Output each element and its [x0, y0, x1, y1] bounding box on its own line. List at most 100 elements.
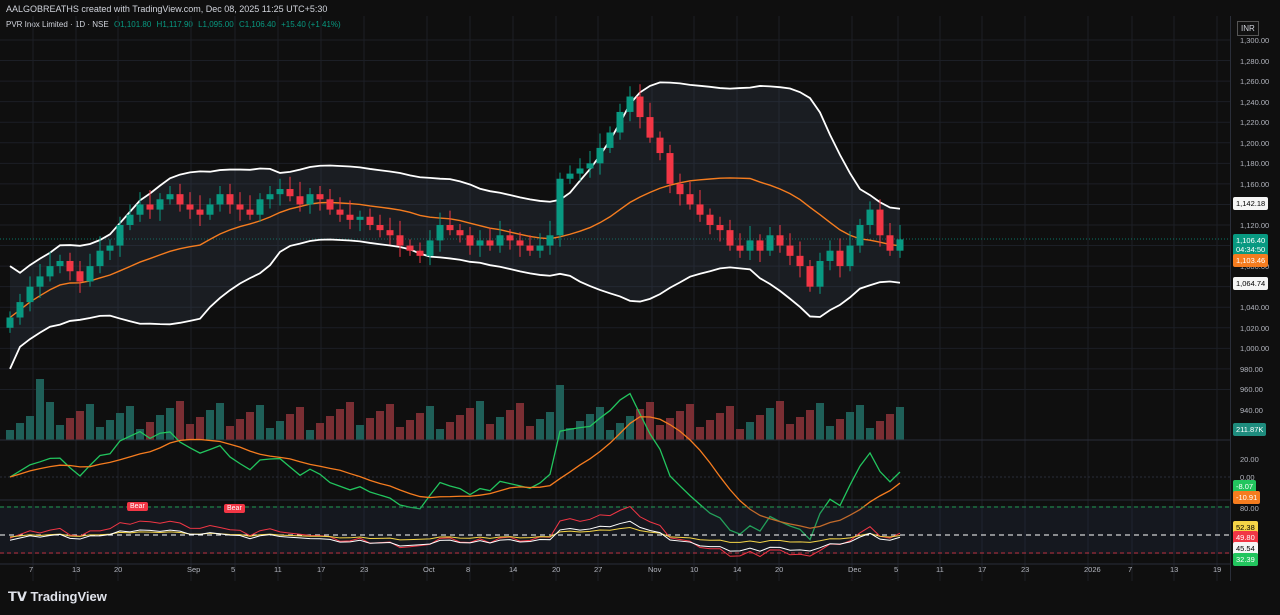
volume-bar [786, 424, 794, 440]
candle-body [86, 266, 94, 282]
volume-bar [656, 425, 664, 440]
candle-body [836, 250, 844, 267]
volume-bar [216, 403, 224, 440]
candle-body [316, 194, 324, 200]
volume-bar [66, 418, 74, 440]
candle-body [616, 111, 624, 133]
candle-body [726, 230, 734, 246]
price-tick: 1,220.00 [1240, 118, 1270, 128]
candle-body [266, 194, 274, 200]
osc2-band [0, 506, 1230, 554]
currency-label[interactable]: INR [1237, 21, 1259, 36]
volume-bar [346, 402, 354, 440]
candle-body [206, 204, 214, 215]
time-label: 11 [936, 565, 944, 574]
volume-bar [606, 430, 614, 440]
osc2-value-b: 49.80 [1233, 531, 1258, 544]
candle-body [286, 189, 294, 197]
time-label: 11 [274, 565, 282, 574]
tradingview-logo[interactable]: 𝗧𝗩 TradingView [8, 589, 107, 605]
volume-bar [516, 403, 524, 440]
candle-body [736, 245, 744, 251]
lower-band-line [9, 238, 901, 370]
candle-body [146, 204, 154, 210]
volume-bar [576, 421, 584, 440]
candle-body [886, 235, 894, 251]
candle-body [516, 240, 524, 246]
candle-body [96, 250, 104, 267]
volume-bar [456, 415, 464, 440]
time-label: 13 [1170, 565, 1179, 574]
volume-bar [666, 418, 674, 440]
price-tick: 1,200.00 [1240, 138, 1270, 148]
volume-bar [186, 424, 194, 440]
volume-bar [496, 417, 504, 440]
volume-bar [766, 408, 774, 440]
volume-bar [756, 415, 764, 440]
volume-bar [626, 416, 634, 440]
candle-body [76, 271, 84, 282]
candle-body [436, 225, 444, 241]
volume-bar [126, 406, 134, 440]
price-chart[interactable] [0, 16, 1230, 581]
candle-body [676, 183, 684, 195]
volume-bar [296, 407, 304, 440]
volume-bar [406, 420, 414, 440]
osc1-tick-20: 20.00 [1240, 455, 1259, 464]
candle-body [896, 239, 904, 251]
volume-bar [356, 425, 364, 440]
price-tick: 1,280.00 [1240, 56, 1270, 66]
volume-bar [536, 419, 544, 440]
bear-signal-1: Bear [127, 502, 148, 511]
chart-canvas[interactable] [0, 16, 1230, 581]
candle-body [326, 199, 334, 210]
candle-body [296, 196, 304, 205]
candle-body [196, 209, 204, 215]
time-label: 13 [72, 565, 81, 574]
volume-bar [506, 410, 514, 440]
volume-bar [266, 428, 274, 440]
volume-bar [686, 404, 694, 440]
candle-body [476, 240, 484, 246]
osc1-value-a: -8.07 [1233, 480, 1257, 493]
volume-bar [776, 401, 784, 440]
candle-body [456, 230, 464, 236]
candle-body [366, 216, 374, 225]
candle-body [306, 194, 314, 205]
volume-bar [6, 430, 14, 440]
time-label: 23 [360, 565, 369, 574]
candle-body [646, 117, 654, 138]
osc2-line-white [9, 520, 901, 552]
volume-bar [46, 402, 54, 440]
candle-body [816, 260, 824, 287]
candle-body [406, 245, 414, 251]
volume-bar [426, 406, 434, 440]
candle-body [186, 204, 194, 210]
candle-body [6, 317, 14, 328]
candle-body [576, 168, 584, 174]
time-label: 14 [733, 565, 742, 574]
candle-body [376, 225, 384, 231]
osc2-value-d: 32.39 [1233, 553, 1258, 566]
time-label: 2026 [1084, 565, 1101, 574]
footer [0, 583, 1280, 615]
volume-bar [86, 404, 94, 440]
volume-bar [246, 412, 254, 440]
candle-body [596, 147, 604, 164]
volume-bar [276, 421, 284, 440]
osc2-line-yellow [9, 526, 901, 544]
candle-body [256, 199, 264, 215]
symbol-name[interactable]: PVR Inox Limited · 1D · NSE [6, 20, 109, 29]
volume-bar [146, 422, 154, 440]
candle-body [686, 194, 694, 205]
candle-body [766, 235, 774, 251]
volume-bar [676, 411, 684, 440]
candle-body [876, 209, 884, 236]
candle-body [116, 225, 124, 246]
volume-bar [706, 420, 714, 440]
candle-body [776, 235, 784, 246]
change-value: +15.40 (+1.41%) [281, 20, 341, 29]
volume-bar [616, 423, 624, 440]
time-label: 10 [690, 565, 699, 574]
volume-bar [336, 409, 344, 440]
